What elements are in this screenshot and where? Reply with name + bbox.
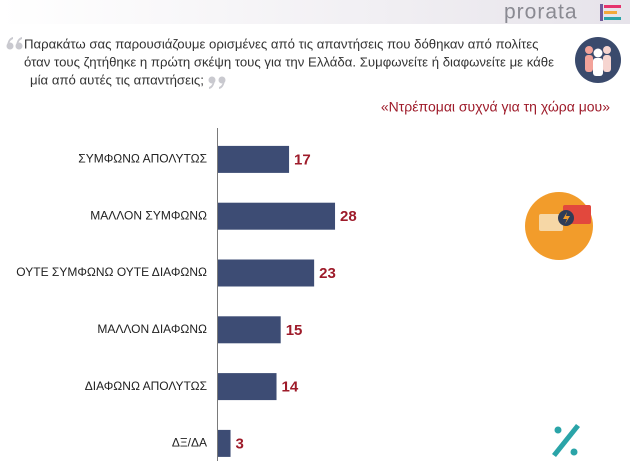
category-label: ΔΙΑΦΩΝΩ ΑΠΟΛΥΤΩΣ <box>85 379 207 393</box>
category-label: ΔΞ/ΔΑ <box>172 436 207 450</box>
percent-icon <box>552 424 580 457</box>
value-label: 23 <box>319 265 336 282</box>
logo: prorata <box>504 1 578 24</box>
value-label: 15 <box>286 322 303 339</box>
question-text: όταν τους ζητήθηκε η πρώτη σκέψη τους γι… <box>24 54 554 69</box>
category-label: ΟΥΤΕ ΣΥΜΦΩΝΩ ΟΥΤΕ ΔΙΑΦΩΝΩ <box>16 265 207 279</box>
people-icon <box>575 37 621 83</box>
value-label: 14 <box>282 379 299 396</box>
value-label: 28 <box>340 208 357 225</box>
header-band <box>0 0 630 24</box>
quote-marks <box>6 37 226 89</box>
value-label: 3 <box>236 435 244 452</box>
question-text: μία από αυτές τις απαντήσεις; <box>30 72 204 87</box>
category-label: ΜΑΛΛΟΝ ΣΥΜΦΩΝΩ <box>90 208 207 222</box>
bar <box>218 373 277 401</box>
category-label: ΣΥΜΦΩΝΩ ΑΠΟΛΥΤΩΣ <box>78 152 207 166</box>
bar <box>218 145 290 173</box>
question-text: Παρακάτω σας παρουσιάζουμε ορισμένες από… <box>24 36 538 51</box>
chat-icon <box>525 192 593 260</box>
value-label: 17 <box>294 151 311 168</box>
bar <box>218 429 231 457</box>
chart-title: «Ντρέπομαι συχνά για τη χώρα μου» <box>381 99 610 115</box>
category-label: ΜΑΛΛΟΝ ΔΙΑΦΩΝΩ <box>97 322 207 336</box>
bar <box>218 259 315 287</box>
bar <box>218 316 281 344</box>
logo-bars <box>600 4 621 21</box>
bar <box>218 202 336 230</box>
